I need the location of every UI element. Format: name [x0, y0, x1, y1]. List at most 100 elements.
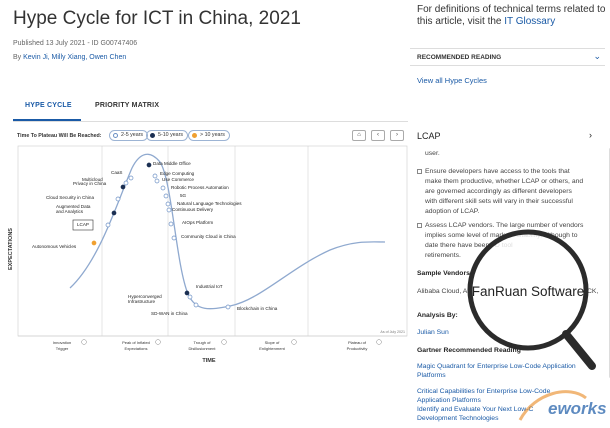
tab-priority-matrix[interactable]: PRIORITY MATRIX — [95, 102, 160, 109]
legend-pill-label: > 10 years — [200, 132, 225, 138]
legend-label: Time To Plateau Will Be Reached: — [17, 133, 102, 139]
panel-line: implies some level of market instability… — [425, 232, 578, 239]
tech-point-continuous-delivery[interactable] — [166, 207, 172, 213]
legend-dot-icon — [192, 133, 197, 138]
detail-panel-title: LCAP — [417, 131, 441, 141]
tech-label-autonomous-vehicles[interactable]: Autonomous Vehicles — [32, 244, 77, 249]
tech-label-sd-wan-in-china[interactable]: SD-WAN in China — [151, 311, 188, 316]
tech-label-lcap[interactable]: LCAP — [77, 222, 89, 227]
tech-label-hyperconverged-infrastructure[interactable]: Infrastructure — [128, 299, 156, 304]
tech-label-industrial-iot[interactable]: Industrial IoT — [196, 284, 223, 289]
tech-label-data-middle-office[interactable]: Data Middle Office — [153, 161, 191, 166]
view-all-hype-cycles-link[interactable]: View all Hype Cycles — [417, 76, 487, 85]
info-icon[interactable] — [291, 339, 297, 345]
chart-tabs: HYPE CYCLE PRIORITY MATRIX — [13, 102, 408, 122]
info-icon[interactable] — [81, 339, 87, 345]
tech-label-robotic-process-automation[interactable]: Robotic Process Automation — [171, 185, 229, 190]
article-main: Hype Cycle for ICT in China, 2021 Publis… — [8, 8, 408, 364]
phase-label: Productivity — [347, 346, 368, 351]
tech-point-industrial-iot[interactable] — [184, 290, 190, 296]
tech-label-natural-language-technologies[interactable]: Natural Language Technologies — [177, 201, 242, 206]
detail-panel-body: user. Ensure developers have access to t… — [417, 148, 610, 428]
glossary-note: For definitions of technical terms relat… — [417, 4, 607, 28]
tech-point-5g[interactable] — [163, 193, 169, 199]
hype-curve — [69, 153, 386, 310]
info-icon[interactable] — [155, 339, 161, 345]
tech-label-5g[interactable]: 5G — [180, 193, 187, 198]
phase-info-icons — [81, 339, 382, 345]
reading-link[interactable]: Magic Quadrant for Enterprise Low-Code A… — [417, 363, 576, 370]
phase-label: Slope of — [265, 340, 281, 345]
legend-pill-10-plus[interactable]: > 10 years — [188, 130, 230, 141]
tech-label-cloud-security-in-china[interactable]: Cloud Security in China — [46, 195, 94, 200]
tech-label-caas[interactable]: CaaS — [111, 170, 123, 175]
tech-point-blockchain-in-china[interactable] — [225, 304, 231, 310]
tech-point-augmented-data-and-analytics[interactable] — [111, 210, 117, 216]
tech-point-hyperconverged-infrastructure[interactable] — [187, 294, 193, 300]
sample-vendors-heading: Sample Vendors — [417, 270, 470, 277]
phase-label: Innovation — [53, 340, 71, 345]
reading-link[interactable]: Development Technologies — [417, 415, 499, 422]
reading-link[interactable]: Application Platforms — [417, 397, 481, 404]
phase-label: Trough of — [194, 340, 212, 345]
right-column: For definitions of technical terms relat… — [410, 0, 610, 428]
tech-label-hyperconverged-infrastructure[interactable]: Hyperconverged — [128, 294, 162, 299]
tech-point-lcap[interactable] — [105, 222, 111, 228]
tech-point-natural-language-technologies[interactable] — [165, 201, 171, 207]
tech-label-augmented-data-and-analytics[interactable]: and Analytics — [56, 209, 84, 214]
home-icon[interactable]: ⌂ — [352, 130, 366, 141]
tech-label-privacy-in-china[interactable]: Privacy in China — [73, 181, 107, 186]
phase-label: Plateau of — [348, 340, 367, 345]
tech-point-multicloud[interactable] — [123, 180, 129, 186]
sample-vendors-tail: CK, — [587, 288, 599, 295]
info-icon[interactable] — [221, 339, 227, 345]
tabs-divider — [13, 121, 408, 122]
panel-line: Ensure developers have access to the too… — [425, 168, 570, 175]
recommended-reading-toggle[interactable]: RECOMMENDED READING ⌄ — [410, 48, 605, 66]
panel-line: date there have been f D tool — [425, 242, 513, 249]
bullet-icon — [417, 223, 422, 228]
next-arrow-icon[interactable]: › — [390, 130, 404, 141]
prev-arrow-icon[interactable]: ‹ — [371, 130, 385, 141]
author-links[interactable]: Kevin Ji, Milly Xiang, Owen Chen — [23, 54, 127, 61]
analysis-by-heading: Analysis By: — [417, 312, 458, 319]
legend-pill-5-10[interactable]: 5-10 years — [146, 130, 189, 141]
legend-dot-icon — [113, 133, 118, 138]
tech-point-privacy-in-china[interactable] — [120, 184, 126, 190]
reading-link[interactable]: Critical Capabilities for Enterprise Low… — [417, 388, 551, 395]
tab-hype-cycle[interactable]: HYPE CYCLE — [25, 102, 72, 109]
phase-label: Disillusionment — [189, 346, 217, 351]
phase-label: Trigger — [56, 346, 69, 351]
tech-label-multicloud[interactable]: Multicloud — [82, 177, 103, 182]
legend-dot-icon — [150, 133, 155, 138]
tech-point-edge-computing[interactable] — [152, 173, 158, 179]
reading-link[interactable]: Platforms — [417, 372, 446, 379]
glossary-link[interactable]: IT Glossary — [504, 16, 556, 27]
reading-link[interactable]: Identify and Evaluate Your Next Low-C — [417, 406, 534, 413]
tech-point-aiops-platform[interactable] — [168, 221, 174, 227]
tech-label-augmented-data-and-analytics[interactable]: Augmented Data — [56, 204, 91, 209]
analyst-link[interactable]: Julian Sun — [417, 329, 449, 336]
tech-point-cloud-security-in-china[interactable] — [115, 196, 121, 202]
tech-point-community-cloud-in-china[interactable] — [171, 235, 177, 241]
panel-line: user. — [425, 150, 440, 157]
tech-point-autonomous-vehicles[interactable] — [91, 240, 97, 246]
info-icon[interactable] — [376, 339, 382, 345]
panel-close-icon[interactable]: › — [589, 130, 592, 140]
tech-point-caas[interactable] — [128, 175, 134, 181]
tech-point-low-code-application-platforms[interactable] — [154, 178, 160, 184]
phase-label: Expectations — [125, 346, 148, 351]
tech-label-blockchain-in-china[interactable]: Blockchain in China — [237, 306, 278, 311]
tech-label-edge-computing[interactable]: Edge Computing — [160, 171, 195, 176]
tech-label-community-cloud-in-china[interactable]: Community Cloud in China — [181, 234, 236, 239]
tech-label-continuous-delivery[interactable]: Continuous Delivery — [172, 207, 214, 212]
chevron-down-icon: ⌄ — [593, 51, 601, 61]
tech-point-robotic-process-automation[interactable] — [160, 185, 166, 191]
tech-point-data-middle-office[interactable] — [146, 162, 152, 168]
panel-line: make them productive, whether LCAP or ot… — [425, 178, 584, 185]
gartner-reading-heading: Gartner Recommended Reading — [417, 347, 521, 354]
tech-label-aiops-platform[interactable]: AIOps Platform — [182, 220, 213, 225]
sample-vendors-text: Alibaba Cloud, A — [417, 288, 468, 295]
tech-label-low-code-application-platforms[interactable]: Use Commerce — [162, 177, 194, 182]
tech-point-sd-wan-in-china[interactable] — [193, 302, 199, 308]
